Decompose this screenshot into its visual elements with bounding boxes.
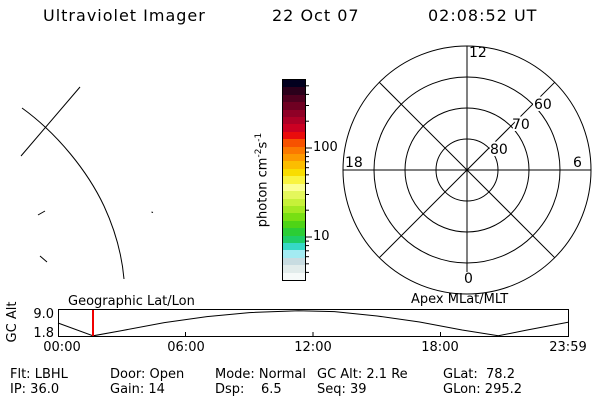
colorbar-band — [283, 220, 305, 229]
earth-limb-arc — [21, 107, 125, 280]
colorbar — [282, 79, 306, 281]
colorbar-band — [283, 272, 305, 280]
status-ip: IP: 36.0 — [10, 382, 60, 397]
colorbar-band — [283, 242, 305, 251]
axis-diag-2 — [378, 81, 556, 259]
orbit-x-label-0600: 06:00 — [167, 340, 205, 355]
mlat-label-60: 60 — [534, 97, 552, 113]
status-gc-alt: GC Alt: 2.1 Re — [317, 367, 408, 382]
orbit-x-label-1200: 12:00 — [294, 340, 332, 355]
orbit-y-tick-18: 1.8 — [33, 326, 54, 341]
unit-prefix: photon cm — [255, 157, 271, 228]
mlat-label-80: 80 — [490, 142, 508, 158]
colorbar-tick-10: 10 — [313, 229, 330, 244]
colorbar-band — [283, 87, 305, 95]
status-dsp: Dsp: 6.5 — [215, 382, 282, 397]
status-seq: Seq: 39 — [317, 382, 367, 397]
colorbar-band — [283, 176, 305, 184]
status-glon: GLon: 295.2 — [443, 382, 523, 397]
colorbar-tick-100: 100 — [313, 140, 338, 155]
colorbar-band — [283, 161, 305, 169]
status-mode: Mode: Normal — [215, 367, 306, 382]
status-glat: GLat: 78.2 — [443, 367, 515, 382]
polar-grid — [342, 45, 592, 295]
app-title: Ultraviolet Imager — [43, 6, 206, 25]
colorbar-band — [283, 205, 305, 214]
mlt-label-18: 18 — [345, 155, 363, 171]
colorbar-band — [283, 235, 305, 243]
colorbar-band — [283, 131, 305, 140]
mlat-label-70: 70 — [512, 117, 530, 133]
status-door: Door: Open — [110, 367, 185, 382]
colorbar-band — [283, 117, 305, 125]
mlt-label-12: 12 — [469, 45, 487, 61]
crossing-line — [20, 86, 81, 157]
orbit-y-tick-9: 9.0 — [33, 307, 54, 322]
colorbar-band — [283, 250, 305, 258]
status-gain: Gain: 14 — [110, 382, 165, 397]
polar-plot-footer-label: Apex MLat/MLT — [411, 292, 509, 307]
colorbar-band — [283, 102, 305, 110]
date-label: 22 Oct 07 — [272, 6, 360, 25]
colorbar-band — [283, 80, 305, 88]
colorbar-unit-label: photon cm-2s-1 — [252, 95, 272, 265]
image-artifact-marks — [37, 210, 154, 263]
colorbar-band — [283, 265, 305, 273]
colorbar-band — [283, 139, 305, 147]
image-panel — [20, 86, 154, 280]
colorbar-band — [283, 198, 305, 206]
colorbar-band — [283, 168, 305, 177]
unit-exp-1: -1 — [254, 132, 264, 142]
orbit-chart-frame — [58, 309, 569, 337]
colorbar-band — [283, 257, 305, 266]
orbit-x-label-0000: 00:00 — [43, 340, 81, 355]
orbit-y-axis-label: GC Alt — [5, 301, 20, 343]
mlt-label-6: 6 — [573, 155, 582, 171]
unit-exp-2: -2 — [254, 148, 264, 158]
orbit-chart-left-title: Geographic Lat/Lon — [68, 294, 195, 309]
orbit-x-label-1800: 18:00 — [421, 340, 459, 355]
mlt-label-0: 0 — [464, 271, 473, 287]
orbit-x-ticks — [185, 332, 441, 336]
colorbar-band — [283, 146, 305, 155]
time-label: 02:08:52 UT — [428, 6, 538, 25]
colorbar-band — [283, 213, 305, 221]
orbit-x-label-2359: 23:59 — [549, 340, 587, 355]
colorbar-band — [283, 191, 305, 199]
colorbar-band — [283, 124, 305, 132]
colorbar-band — [283, 94, 305, 103]
colorbar-band — [283, 183, 305, 192]
orbit-altitude-curve — [57, 310, 569, 337]
unit-s: s — [255, 141, 271, 149]
colorbar-band — [283, 154, 305, 162]
colorbar-ticks — [306, 85, 312, 273]
colorbar-band — [283, 228, 305, 236]
status-flt: Flt: LBHL — [10, 367, 68, 382]
colorbar-band — [283, 109, 305, 118]
